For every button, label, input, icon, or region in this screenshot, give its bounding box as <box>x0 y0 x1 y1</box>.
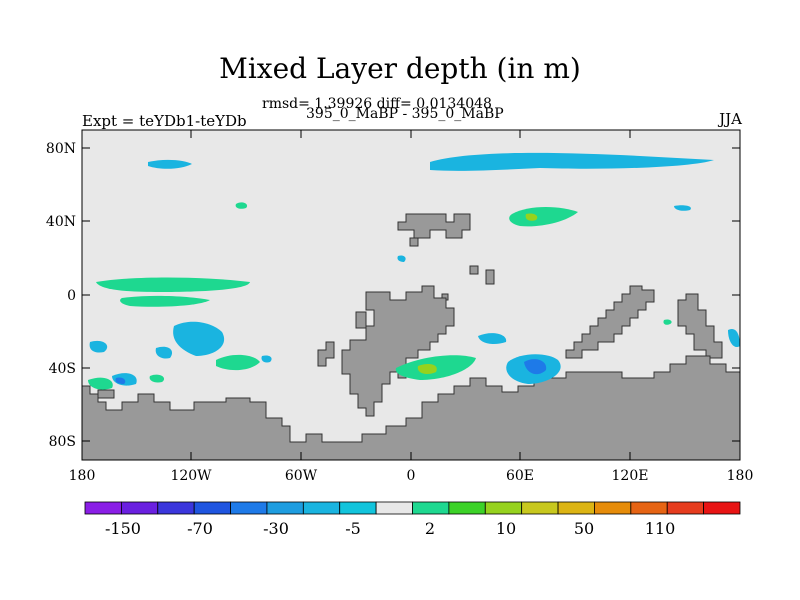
colorbar-label: -150 <box>105 519 141 538</box>
land-east-arm <box>565 285 655 359</box>
patch-mid-pacific <box>216 354 260 371</box>
x-tick-label: 0 <box>407 468 416 484</box>
y-tick-label: 80S <box>49 434 76 450</box>
x-tick-label: 60W <box>285 468 318 484</box>
y-tick-label: 80N <box>46 141 76 157</box>
land-south-small <box>97 389 115 399</box>
patch-small-3 <box>397 255 406 262</box>
y-ticks <box>82 147 740 442</box>
patch-atlantic-core <box>417 364 437 374</box>
patch-small-5 <box>149 374 165 383</box>
patch-small-2 <box>674 205 691 211</box>
x-tick-label: 60E <box>506 468 534 484</box>
experiment-label: Expt = teYDb1-teYDb <box>82 112 247 130</box>
land-masses <box>81 213 741 461</box>
colorbar-swatch <box>339 501 377 515</box>
patch-pacific-2 <box>155 346 173 359</box>
colorbar-swatch <box>230 501 268 515</box>
colorbar-swatch <box>193 501 231 515</box>
colorbar-swatch <box>266 501 304 515</box>
colorbar-label: -70 <box>187 519 213 538</box>
patch-eurasia-core <box>525 213 538 221</box>
x-ticks <box>190 130 631 460</box>
colorbar-label: -30 <box>263 519 289 538</box>
arctic-band-west <box>148 159 192 169</box>
land-small-3 <box>485 269 495 285</box>
x-tick-label: 180 <box>69 468 96 484</box>
patch-equator-east <box>120 295 210 307</box>
colorbar-label: 2 <box>425 519 435 538</box>
y-tick-label: 40S <box>49 361 76 377</box>
patch-small-6 <box>663 319 672 325</box>
arctic-band-east <box>430 152 714 171</box>
x-tick-label: 180 <box>727 468 754 484</box>
negative-anomaly-patches <box>89 152 740 386</box>
deep-negative-patches <box>115 359 547 384</box>
compare-line: 395_0_MaBP - 395_0_MaBP <box>306 106 504 122</box>
land-small-2 <box>469 265 479 275</box>
colorbar-swatch <box>666 501 705 515</box>
colorbar-swatch <box>157 501 195 515</box>
patch-small-4 <box>235 202 248 209</box>
colorbar-swatch <box>484 501 523 515</box>
patch-small-1 <box>261 355 272 363</box>
plot-title: Mixed Layer depth (in m) <box>219 52 581 85</box>
colorbar-swatch <box>120 501 159 515</box>
patch-southwest <box>88 377 113 390</box>
colorbar-swatch <box>412 501 450 515</box>
patch-mid-1 <box>478 333 507 344</box>
colorbar-swatch <box>375 501 413 515</box>
x-tick-label: 120W <box>170 468 212 484</box>
patch-equator-west <box>96 277 250 292</box>
colorbar-label: 110 <box>645 519 676 538</box>
season-label: JJA <box>719 110 742 128</box>
deep-south-atlantic <box>524 359 547 375</box>
colorbar-swatch <box>557 501 595 515</box>
land-southern <box>81 355 741 461</box>
colorbar-label: -5 <box>345 519 361 538</box>
land-east-island <box>677 293 723 359</box>
colorbar-swatch <box>448 501 486 515</box>
colorbar-swatch <box>703 501 741 515</box>
colorbar-swatch <box>594 501 632 515</box>
stats-line: rmsd= 1.39926 diff= 0.0134048 <box>262 96 492 112</box>
patch-pacific-1 <box>173 321 225 356</box>
colorbar-swatch <box>630 501 668 515</box>
patch-east-small <box>728 328 740 348</box>
y-tick-label: 0 <box>67 288 76 304</box>
y-tick-label: 40N <box>46 214 76 230</box>
land-small-1 <box>409 237 419 247</box>
land-eurasia-north <box>397 213 471 239</box>
colorbar-label: 50 <box>574 519 594 538</box>
colorbar-label: 10 <box>496 519 516 538</box>
land-west-island-1 <box>355 311 367 329</box>
colorbar-swatch <box>302 501 341 515</box>
x-tick-label: 120E <box>612 468 649 484</box>
positive-anomaly-patches <box>88 202 672 390</box>
patch-west-1 <box>89 340 108 353</box>
land-central <box>341 285 455 417</box>
land-west-island-2 <box>317 341 335 367</box>
deep-west <box>115 377 126 384</box>
colorbar <box>84 501 741 515</box>
patch-eurasia-1 <box>509 207 578 227</box>
colorbar-swatch <box>84 501 122 515</box>
colorbar-swatch <box>521 501 559 515</box>
yellow-anomaly-patches <box>417 213 538 374</box>
